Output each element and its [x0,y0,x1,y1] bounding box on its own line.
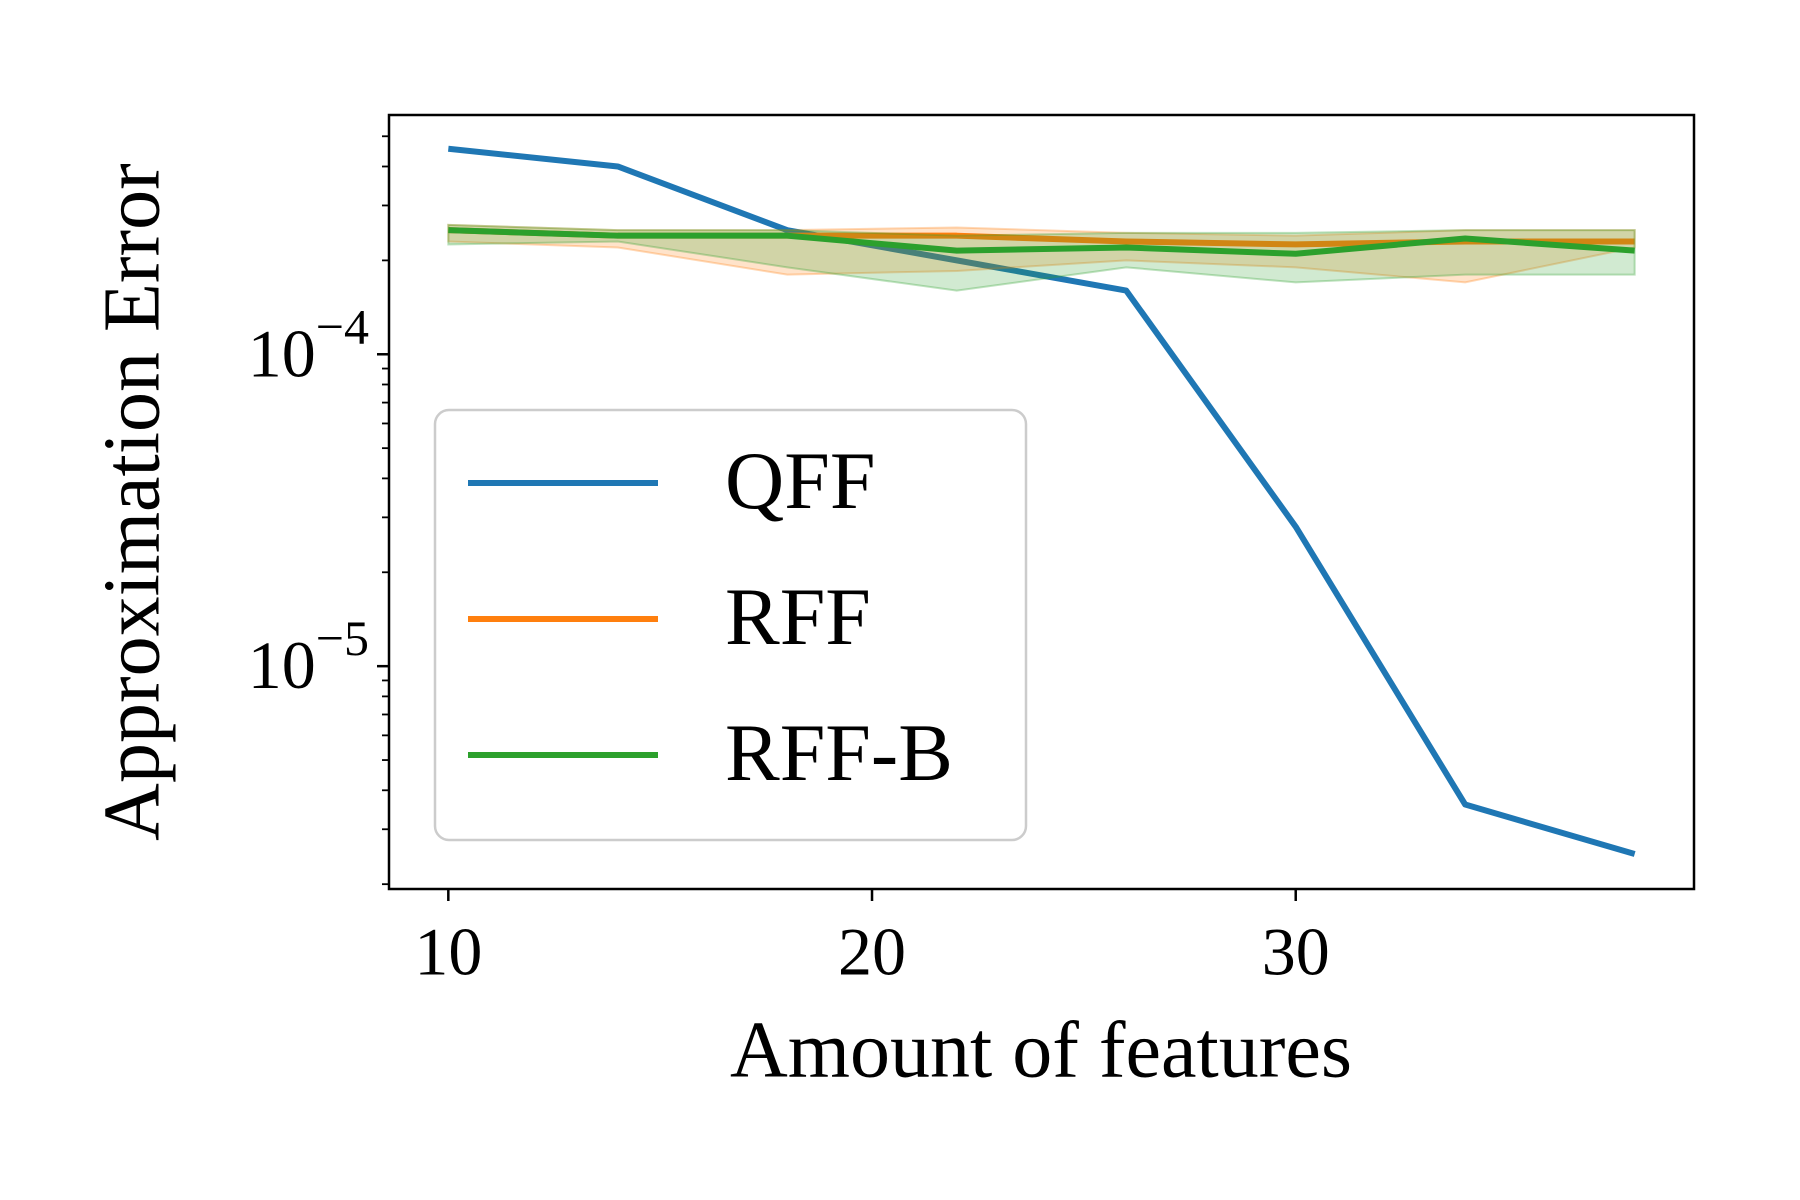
legend: QFF RFF RFF-B [433,408,1028,842]
series-line [448,227,1635,257]
legend-box [433,408,1028,842]
y-axis-label: Approximation Error [88,163,176,841]
y-tick-label: 10−4 [248,299,369,391]
x-tick-label: 10 [414,914,482,990]
confidence-band [447,223,1636,292]
series-line [448,145,1636,857]
y-tick-label: 10−5 [248,611,369,703]
series-group [447,223,1636,292]
series-group [448,145,1636,857]
plot-frame [387,113,1696,891]
legend-label: RFF-B [725,707,953,798]
confidence-band [447,223,1636,284]
x-axis-label: Amount of features [730,1006,1352,1094]
legend-label: QFF [725,435,875,526]
legend-label: RFF [725,571,871,662]
x-tick-label: 30 [1262,914,1330,990]
x-tick-label: 20 [838,914,906,990]
